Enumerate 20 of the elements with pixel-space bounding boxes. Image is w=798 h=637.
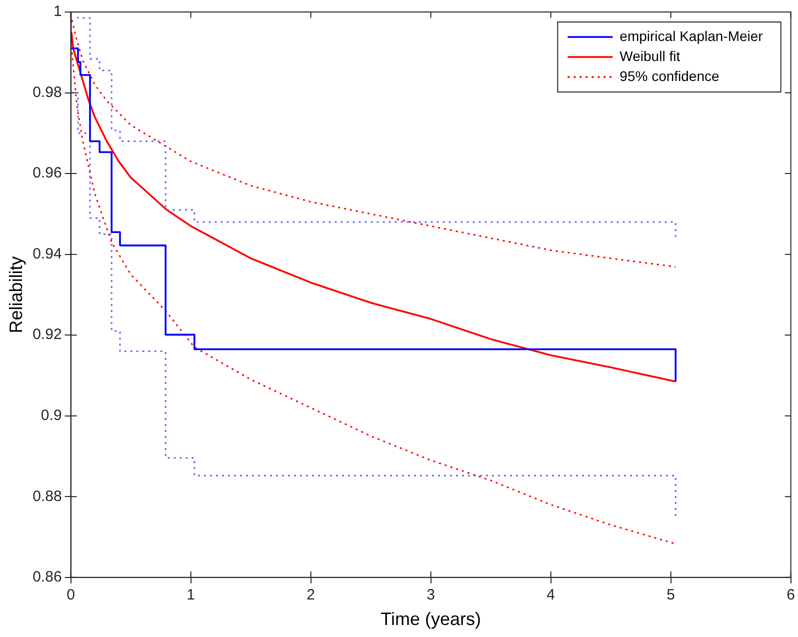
- x-axis-title: Time (years): [380, 609, 481, 630]
- x-tick-label: 3: [426, 586, 435, 604]
- x-tick-label: 5: [666, 586, 675, 604]
- y-tick-label: 0.96: [32, 164, 62, 182]
- x-tick-label: 0: [66, 586, 75, 604]
- y-tick-label: 0.94: [32, 245, 62, 262]
- y-tick-label: 0.98: [32, 84, 62, 101]
- legend-label: empirical Kaplan-Meier: [620, 28, 764, 44]
- x-tick-label: 2: [306, 586, 315, 604]
- y-tick-label: 0.88: [32, 488, 62, 505]
- x-tick-label: 1: [186, 586, 195, 604]
- x-tick-label: 4: [546, 586, 555, 604]
- y-axis-title: Reliability: [6, 256, 26, 334]
- y-tick-label: 0.86: [32, 568, 62, 586]
- y-tick-label: 0.92: [32, 326, 62, 344]
- legend-label: Weibull fit: [620, 48, 680, 64]
- y-tick-label: 0.9: [40, 407, 62, 424]
- legend-label: 95% confidence: [620, 68, 720, 84]
- y-tick-label: 1: [53, 3, 62, 20]
- x-tick-label: 6: [786, 586, 795, 604]
